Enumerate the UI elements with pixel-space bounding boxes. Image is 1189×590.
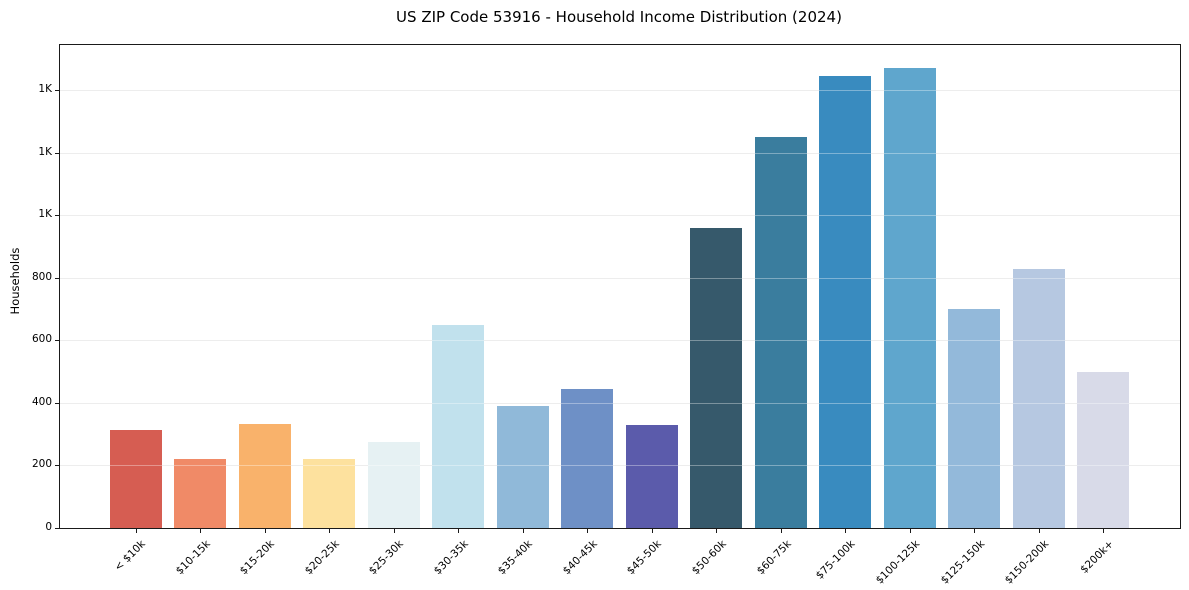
y-tick-mark	[55, 215, 59, 217]
bar-35-40k	[496, 406, 549, 528]
y-tick-mark	[55, 402, 59, 404]
gridline	[60, 152, 1180, 154]
x-tick-label-125-150k: $125-150k	[938, 538, 987, 587]
x-tick-mark	[458, 529, 460, 533]
y-tick-mark	[55, 277, 59, 279]
x-tick-label-30-35k: $30-35k	[431, 538, 471, 578]
chart-title: US ZIP Code 53916 - Household Income Dis…	[396, 8, 842, 26]
x-tick-label-25-30k: $25-30k	[367, 538, 407, 578]
x-tick-mark	[200, 529, 202, 533]
x-tick-label-50-60k: $50-60k	[689, 538, 729, 578]
y-tick-mark	[55, 528, 59, 529]
bar-200kplus	[1077, 372, 1130, 528]
y-tick-label: 200	[31, 458, 52, 471]
x-tick-label-150-200k: $150-200k	[1002, 538, 1052, 587]
bar-60-75k	[754, 137, 807, 528]
x-tick-mark	[845, 529, 847, 533]
gridline	[60, 402, 1180, 404]
y-tick-mark	[55, 340, 59, 342]
x-tick-mark	[1038, 529, 1040, 533]
x-tick-label-10-15k: $10-15k	[173, 538, 213, 578]
gridline-overlay	[60, 215, 1180, 217]
y-tick-mark	[55, 465, 59, 467]
x-tick-mark	[651, 529, 653, 533]
y-tick-label: 1K	[38, 208, 52, 221]
x-tick-label-40-45k: $40-45k	[560, 538, 600, 578]
x-tick-mark	[522, 529, 524, 533]
x-tick-mark	[1103, 529, 1105, 533]
x-tick-label-35-40k: $35-40k	[496, 538, 536, 578]
bar-20-25k	[303, 458, 356, 528]
x-tick-mark	[909, 529, 911, 533]
y-tick-label: 800	[31, 270, 52, 283]
gridline	[60, 215, 1180, 217]
gridline-overlay	[60, 465, 1180, 467]
bar-150-200k	[1012, 268, 1065, 528]
y-tick-label: 400	[31, 395, 52, 408]
x-tick-mark	[587, 529, 589, 533]
gridline-overlay	[60, 90, 1180, 92]
x-tick-mark	[135, 529, 137, 533]
x-tick-label-60-75k: $60-75k	[754, 538, 794, 578]
x-tick-mark	[264, 529, 266, 533]
bar-75-100k	[819, 76, 872, 528]
gridline	[60, 465, 1180, 467]
y-tick-mark	[55, 90, 59, 92]
gridline	[60, 277, 1180, 279]
plot-area	[59, 44, 1181, 529]
x-tick-mark	[974, 529, 976, 533]
y-tick-label: 1K	[38, 83, 52, 96]
x-tick-label-15-20k: $15-20k	[237, 538, 278, 578]
bar-40-45k	[561, 388, 614, 528]
x-tick-label-200kplus: $200k+	[1078, 538, 1116, 576]
gridline-overlay	[60, 340, 1180, 342]
y-tick-label: 600	[31, 333, 52, 346]
y-tick-label: 0	[45, 521, 52, 533]
x-tick-mark	[780, 529, 782, 533]
gridline	[60, 90, 1180, 92]
gridline-overlay	[60, 402, 1180, 404]
bar-45-50k	[625, 424, 678, 528]
bar-50-60k	[690, 227, 743, 528]
x-tick-label-100-125k: $100-125k	[873, 538, 923, 587]
x-tick-mark	[716, 529, 718, 533]
bar-100-125k	[883, 68, 936, 528]
bar-25-30k	[367, 442, 420, 528]
y-tick-mark	[55, 152, 59, 154]
x-tick-label-20-25k: $20-25k	[302, 538, 342, 578]
gridline-overlay	[60, 277, 1180, 279]
bar-15-20k	[238, 423, 291, 528]
bar-125-150k	[948, 309, 1001, 528]
gridline-overlay	[60, 152, 1180, 154]
bar-10-15k	[174, 459, 227, 528]
gridline	[60, 340, 1180, 342]
x-tick-mark	[393, 529, 395, 533]
x-tick-label-10k: < $10k	[112, 538, 148, 574]
x-tick-mark	[329, 529, 331, 533]
bar-10k	[109, 429, 162, 528]
bar-30-35k	[432, 324, 485, 528]
x-tick-label-45-50k: $45-50k	[625, 538, 665, 578]
y-tick-label: 1K	[38, 145, 52, 158]
x-tick-label-75-100k: $75-100k	[814, 538, 858, 582]
